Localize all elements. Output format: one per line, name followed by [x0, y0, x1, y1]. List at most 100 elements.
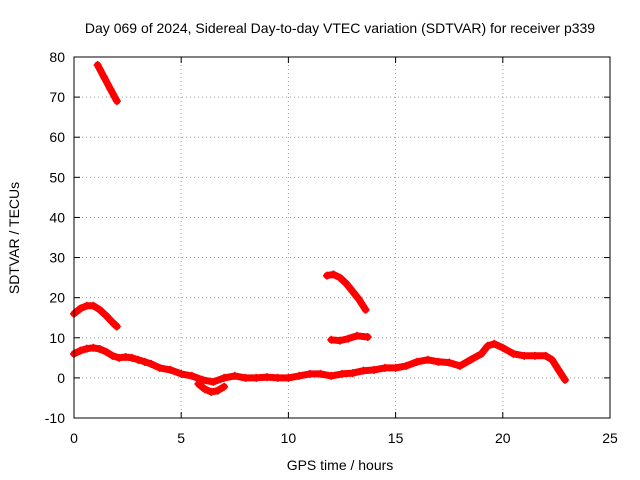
data-point — [322, 271, 331, 280]
series-track-3 — [70, 339, 569, 386]
data-point — [102, 347, 111, 356]
data-point — [498, 343, 507, 352]
data-point — [147, 359, 156, 368]
data-point — [413, 357, 422, 366]
x-tick-label: 20 — [495, 430, 511, 446]
data-point — [455, 361, 464, 370]
data-point — [89, 301, 98, 310]
data-point — [353, 331, 362, 340]
data-point — [490, 339, 499, 348]
data-point — [112, 97, 121, 106]
data-point — [262, 373, 271, 382]
data-point — [134, 355, 143, 364]
data-point — [100, 73, 109, 82]
data-point — [194, 379, 203, 388]
data-point — [93, 61, 102, 70]
data-point — [213, 386, 222, 395]
data-point — [402, 361, 411, 370]
data-point — [115, 353, 124, 362]
data-point — [554, 365, 563, 374]
y-tick-label: 80 — [49, 49, 65, 65]
data-point — [220, 382, 229, 391]
data-point — [140, 357, 149, 366]
series-band — [94, 61, 121, 105]
data-point — [541, 351, 550, 360]
chart-title: Day 069 of 2024, Sidereal Day-to-day VTE… — [85, 20, 595, 36]
data-point — [230, 371, 239, 380]
data-point — [102, 311, 111, 320]
data-point — [327, 371, 336, 380]
data-point — [548, 355, 557, 364]
plot-frame — [73, 56, 611, 419]
y-tick-label: 50 — [49, 169, 65, 185]
data-point — [348, 369, 357, 378]
data-point — [359, 366, 368, 375]
data-point — [338, 369, 346, 378]
data-point — [121, 353, 130, 362]
data-point — [95, 305, 104, 314]
series-track-4 — [194, 379, 229, 396]
y-tick-label: 60 — [49, 129, 65, 145]
data-point — [305, 369, 314, 378]
data-point — [342, 279, 351, 288]
data-point — [108, 351, 117, 360]
y-tick-label: 30 — [49, 250, 65, 266]
x-tick-label: 0 — [70, 430, 78, 446]
data-point — [391, 363, 400, 372]
data-point — [108, 318, 117, 327]
data-point — [127, 353, 136, 362]
data-point — [112, 322, 121, 331]
data-point — [370, 365, 379, 374]
data-point — [434, 357, 443, 366]
data-point — [348, 287, 357, 296]
data-point — [241, 373, 250, 382]
data-point — [200, 385, 209, 394]
data-point — [252, 373, 261, 382]
data-point — [477, 349, 486, 358]
data-point — [344, 334, 353, 343]
data-point — [560, 375, 569, 384]
data-point — [155, 363, 164, 372]
data-point — [82, 344, 91, 353]
y-tick-label: 70 — [49, 89, 65, 105]
series-track-1 — [93, 61, 121, 106]
data-point — [520, 351, 529, 360]
data-point — [209, 377, 218, 386]
data-point — [166, 365, 175, 374]
data-point — [284, 373, 293, 382]
x-tick-label: 10 — [281, 430, 297, 446]
data-point — [95, 345, 104, 354]
y-tick-label: 0 — [57, 370, 65, 386]
data-point — [198, 375, 207, 384]
data-point — [327, 335, 336, 344]
series-track-5 — [322, 270, 370, 314]
data-point — [89, 343, 98, 352]
y-tick-label: 20 — [49, 290, 65, 306]
data-point — [530, 351, 539, 360]
data-point — [363, 332, 372, 341]
y-tick-label: 10 — [49, 330, 65, 346]
data-point — [106, 85, 115, 94]
data-point — [207, 387, 216, 396]
data-point — [361, 305, 370, 314]
data-point — [76, 304, 85, 313]
data-point — [355, 295, 364, 304]
x-axis-label: GPS time / hours — [287, 457, 394, 473]
data-point — [423, 355, 432, 364]
series-track-2 — [70, 301, 121, 331]
data-point — [295, 371, 304, 380]
data-point — [220, 373, 229, 382]
data-point — [335, 336, 344, 345]
data-point — [316, 369, 325, 378]
x-tick-label: 5 — [177, 430, 185, 446]
data-point — [177, 369, 186, 378]
data-point — [509, 349, 518, 358]
data-point — [380, 363, 389, 372]
data-point — [466, 355, 475, 364]
data-point — [76, 346, 85, 355]
y-axis-label: SDTVAR / TECUs — [6, 182, 22, 294]
x-tick-label: 25 — [602, 430, 618, 446]
data-point — [187, 371, 196, 380]
